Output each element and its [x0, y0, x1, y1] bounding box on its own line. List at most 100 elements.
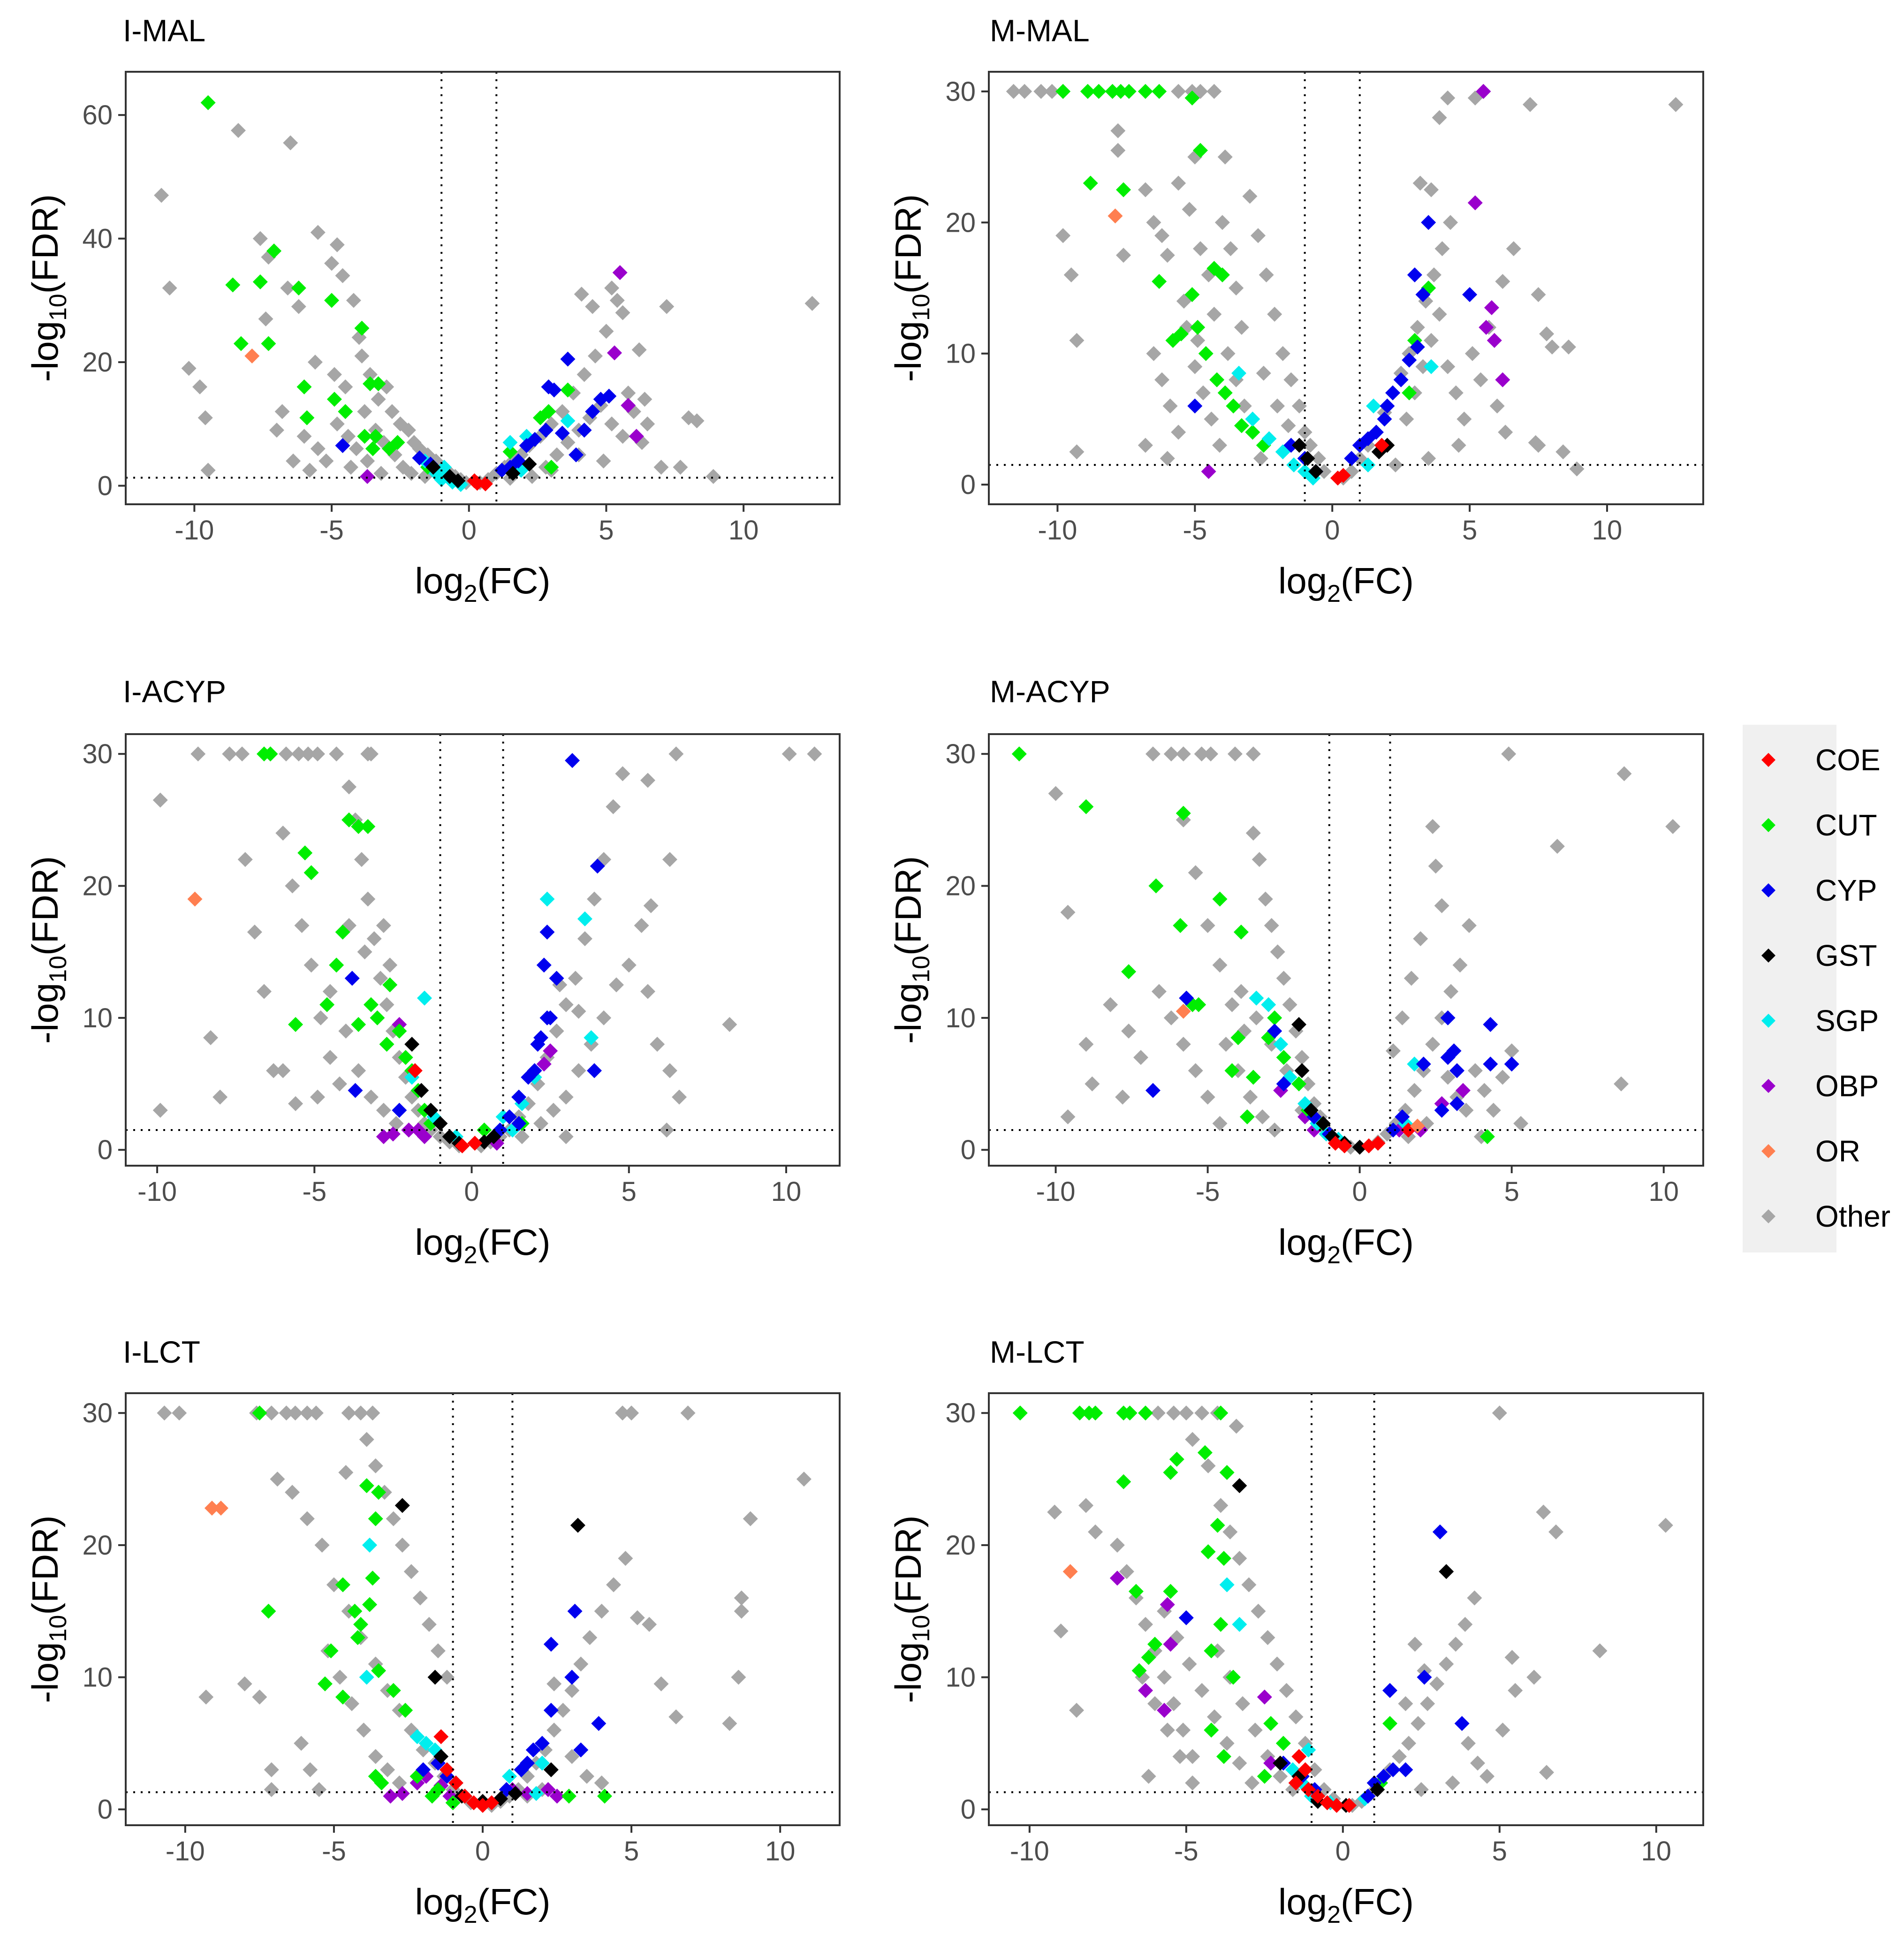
point-cyp — [1432, 1524, 1448, 1540]
point-other — [599, 324, 614, 339]
point-other — [1163, 746, 1179, 762]
points-layer — [1012, 1405, 1673, 1813]
point-cut — [1121, 964, 1137, 979]
point-other — [200, 463, 216, 478]
point-other — [1217, 149, 1233, 165]
point-other — [371, 392, 386, 407]
y-tick-label: 30 — [82, 739, 113, 769]
point-other — [1146, 215, 1161, 230]
point-other — [1244, 1775, 1260, 1791]
point-other — [326, 367, 342, 382]
point-other — [362, 367, 378, 382]
point-other — [1531, 438, 1546, 453]
point-gst — [1300, 451, 1315, 466]
point-cut — [1174, 326, 1189, 341]
point-gst — [450, 473, 466, 488]
point-cut — [354, 320, 370, 336]
point-other — [338, 379, 353, 395]
point-other — [351, 1063, 366, 1078]
point-cut — [357, 429, 372, 444]
point-cut — [1141, 1650, 1156, 1665]
point-or — [204, 1501, 220, 1516]
point-cut — [1116, 1474, 1131, 1489]
point-sgp — [1407, 1056, 1422, 1072]
point-other — [640, 416, 655, 432]
point-other — [1434, 898, 1449, 913]
point-other — [672, 1089, 687, 1105]
point-gst — [442, 1129, 457, 1145]
point-other — [1665, 819, 1681, 834]
point-cut — [1209, 372, 1225, 387]
point-other — [587, 891, 602, 907]
point-other — [1204, 411, 1219, 427]
point-other — [332, 1669, 348, 1685]
x-tick-label: 5 — [624, 1836, 639, 1867]
point-cut — [390, 435, 405, 450]
point-cut — [225, 277, 241, 293]
point-other — [1109, 1537, 1125, 1553]
point-cut — [353, 1616, 368, 1632]
point-other — [1555, 444, 1571, 460]
point-other — [274, 404, 290, 419]
point-other — [1616, 766, 1632, 782]
x-tick-label: 0 — [1325, 515, 1340, 546]
point-other — [734, 1590, 749, 1606]
point-cut — [1226, 398, 1241, 414]
point-other — [1119, 1564, 1134, 1579]
point-cut — [323, 1643, 339, 1659]
point-other — [291, 746, 306, 762]
legend-key-other — [1761, 1209, 1775, 1223]
point-cyp — [392, 1102, 407, 1118]
point-gst — [508, 1786, 523, 1801]
point-other — [1206, 83, 1222, 99]
point-cut — [266, 243, 282, 258]
y-tick-label: 20 — [82, 871, 113, 902]
point-cut — [368, 1511, 383, 1526]
point-other — [270, 1472, 285, 1487]
point-other — [1182, 202, 1197, 217]
point-other — [341, 779, 357, 795]
point-other — [1424, 333, 1439, 348]
point-cyp — [543, 1637, 559, 1652]
point-other — [357, 404, 372, 419]
point-other — [1166, 1405, 1182, 1421]
point-other — [252, 1689, 267, 1705]
point-or — [187, 891, 203, 907]
y-tick-label: 10 — [945, 339, 976, 369]
point-cut — [1263, 1716, 1279, 1731]
point-cyp — [1283, 438, 1299, 453]
point-other — [1399, 411, 1414, 427]
y-tick-label: 10 — [82, 1662, 113, 1693]
legend-key-or — [1761, 1144, 1775, 1158]
point-other — [324, 256, 340, 271]
panel-i-lct: I-LCT -10 -5 0 5 10 0 10 20 30 log2(FC) -log10(FDR) — [24, 1335, 841, 1928]
point-cyp — [1393, 372, 1409, 387]
point-other — [514, 1129, 530, 1145]
y-axis-label: -log10(FDR) — [888, 194, 935, 382]
panel-title: I-MAL — [123, 13, 205, 48]
y-tick-label: 0 — [961, 1794, 976, 1825]
point-cyp — [543, 1702, 559, 1718]
point-cut — [299, 410, 315, 425]
point-other — [606, 1577, 622, 1593]
point-other — [1276, 971, 1291, 986]
point-cyp — [1434, 1102, 1449, 1118]
point-coe — [1329, 1798, 1344, 1813]
point-gst — [1352, 1139, 1367, 1155]
y-tick-label: 20 — [82, 347, 113, 378]
point-obp — [1487, 333, 1502, 348]
point-other — [1194, 1405, 1210, 1421]
point-other — [673, 459, 688, 475]
point-other — [637, 392, 652, 407]
point-other — [1150, 1405, 1166, 1421]
point-cut — [1190, 319, 1206, 335]
x-tick-label: -5 — [1183, 515, 1207, 546]
point-other — [1222, 1524, 1238, 1540]
point-cyp — [1398, 1762, 1413, 1777]
point-cut — [386, 1683, 401, 1698]
y-tick-label: 10 — [945, 1003, 976, 1033]
point-other — [152, 792, 168, 808]
point-obp — [1163, 1637, 1178, 1652]
point-other — [279, 1405, 294, 1421]
point-cut — [398, 1702, 413, 1718]
